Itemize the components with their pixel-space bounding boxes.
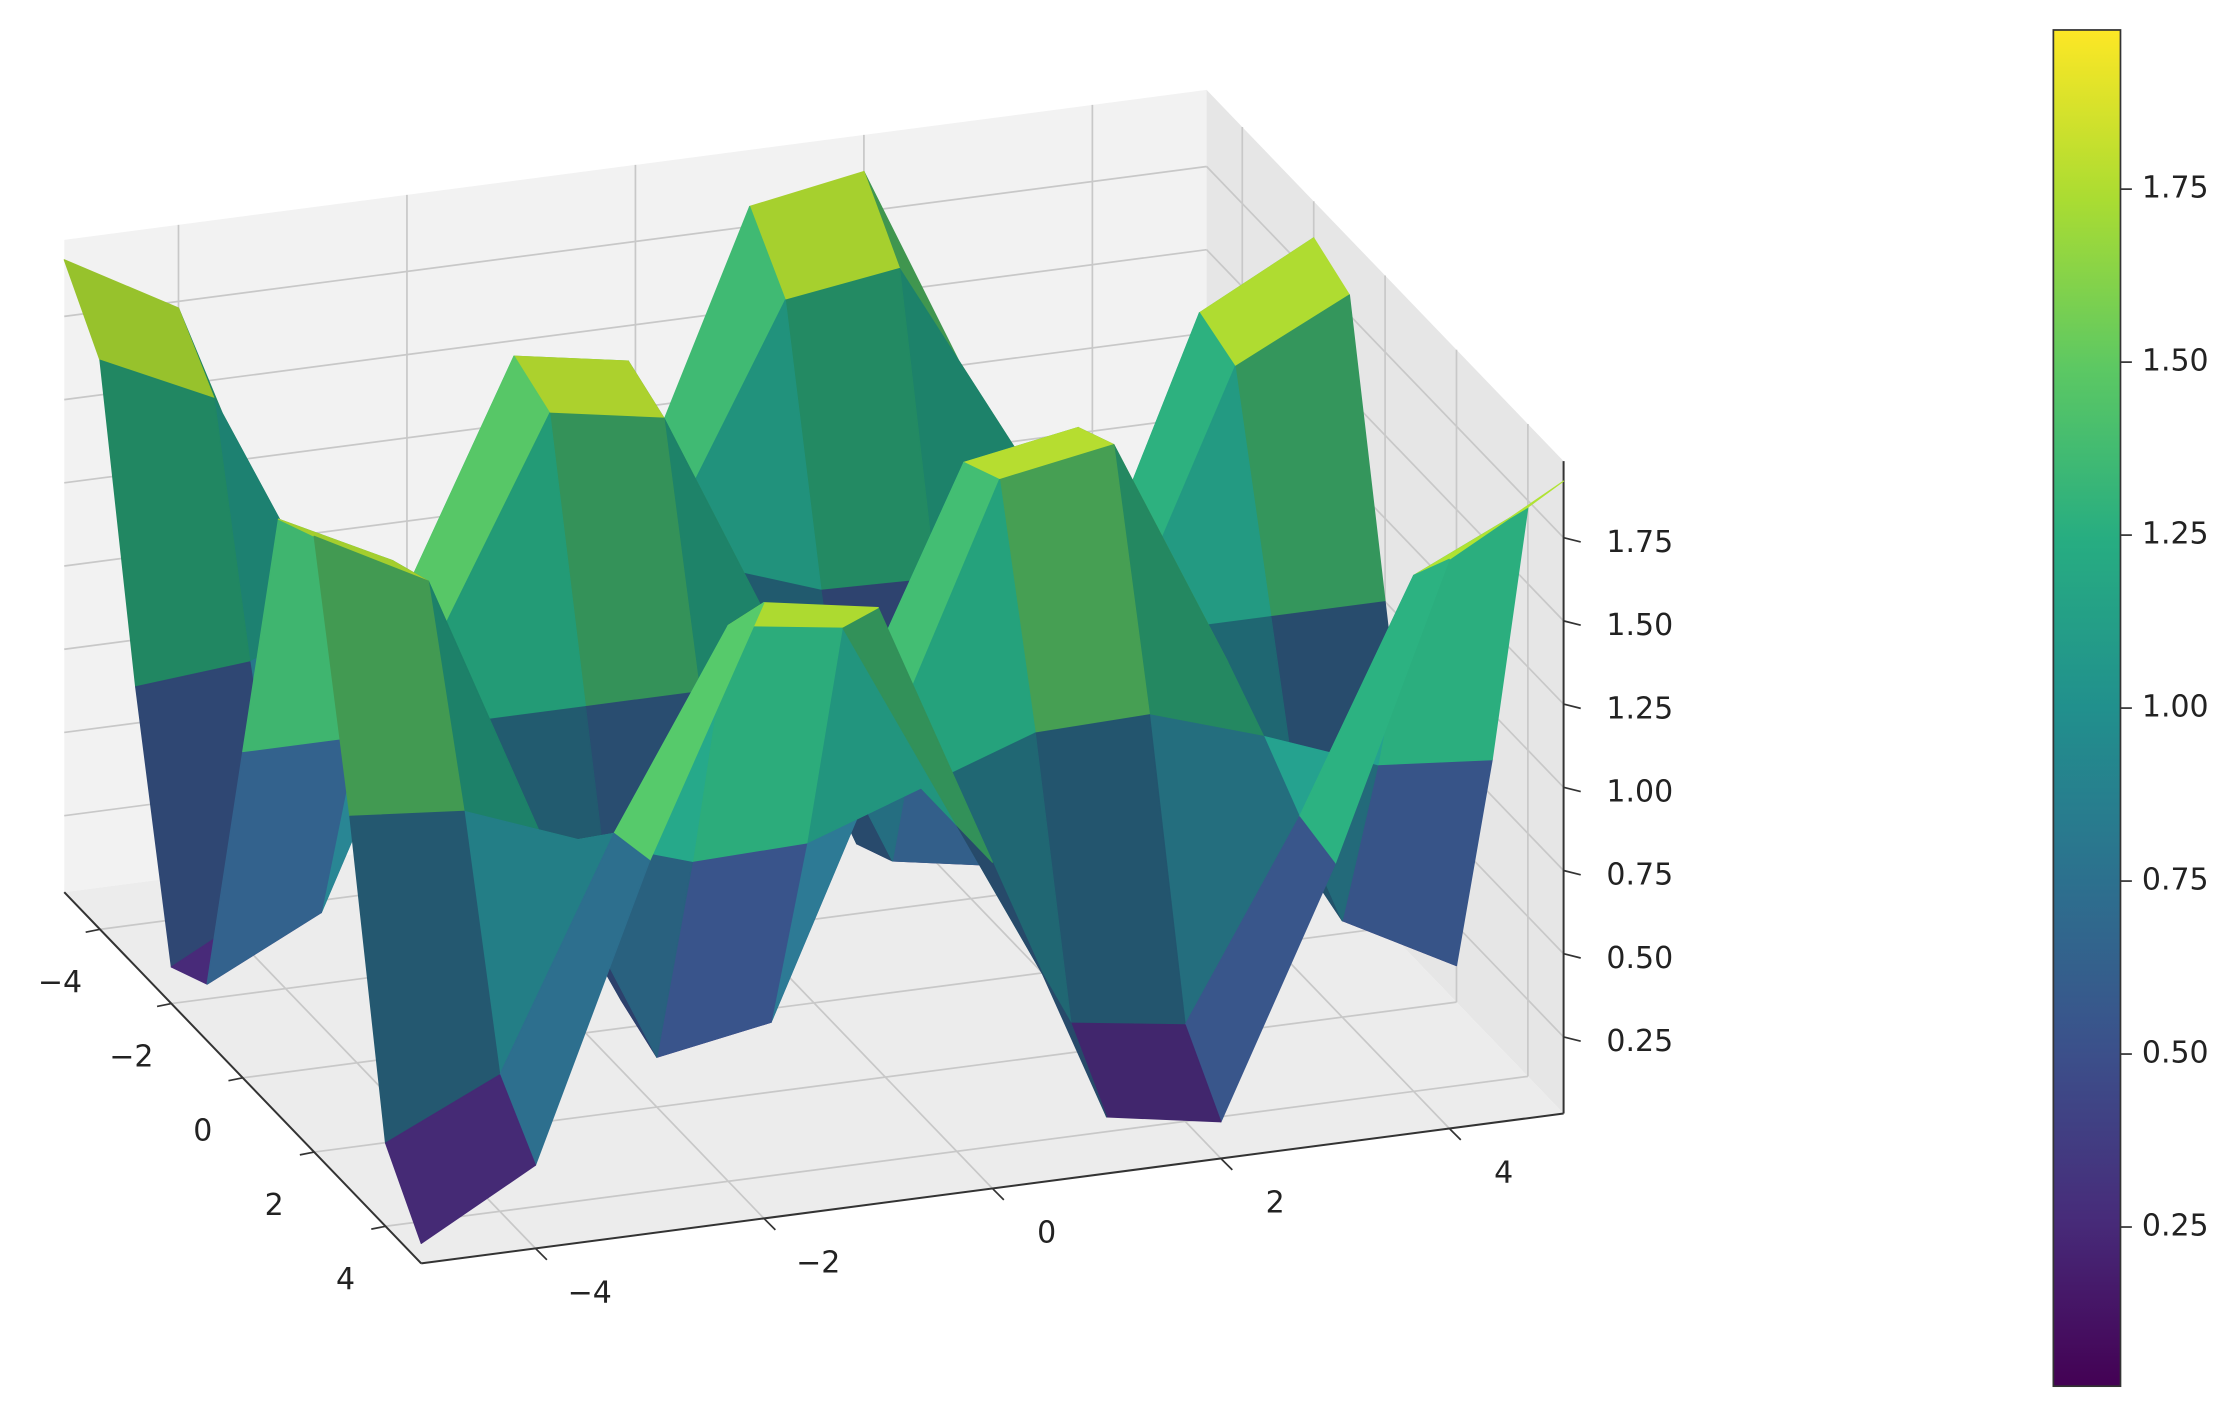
x-tick: [763, 1217, 776, 1231]
y-tick-label: 4: [336, 1262, 355, 1297]
z-tick-label: 1.00: [1606, 775, 1673, 810]
colorbar-tick-label: 1.75: [2142, 171, 2209, 206]
y-tick-label: 0: [193, 1114, 212, 1149]
colorbar: [2052, 29, 2122, 1388]
z-tick-label: 0.25: [1606, 1024, 1673, 1059]
x-tick: [1220, 1157, 1233, 1171]
z-tick: [1563, 620, 1581, 626]
z-tick: [1563, 703, 1581, 710]
y-tick: [299, 1151, 315, 1156]
grid-line: [64, 248, 1207, 401]
y-tick: [371, 1225, 386, 1230]
y-tick-label: −2: [109, 1039, 153, 1074]
x-tick-label: −4: [568, 1276, 612, 1311]
y-tick: [85, 928, 101, 934]
x-tick-label: 0: [1037, 1216, 1056, 1251]
colorbar-tick-label: 0.75: [2142, 863, 2209, 898]
z-tick-label: 1.25: [1606, 691, 1673, 726]
y-tick: [228, 1076, 243, 1082]
z-tick-label: 1.75: [1606, 525, 1673, 560]
z-tick: [1563, 952, 1581, 959]
x-tick: [1448, 1127, 1462, 1141]
z-tick-label: 0.50: [1606, 941, 1673, 976]
y-tick: [156, 1002, 172, 1008]
colorbar-tick-label: 0.50: [2142, 1036, 2209, 1071]
x-tick-label: 2: [1266, 1186, 1285, 1221]
z-tick: [1563, 536, 1581, 543]
colorbar-tick-label: 0.25: [2142, 1209, 2209, 1244]
y-axis-line: [63, 891, 422, 1265]
colorbar-tick-label: 1.00: [2142, 690, 2209, 725]
z-tick: [1563, 1036, 1581, 1043]
grid-line: [385, 1075, 1529, 1228]
y-tick-label: −4: [38, 965, 82, 1000]
x-tick: [991, 1187, 1005, 1201]
x-tick-label: 4: [1494, 1156, 1513, 1191]
z-tick: [1563, 869, 1581, 876]
z-tick-label: 1.50: [1606, 608, 1673, 643]
y-tick-label: 2: [265, 1188, 284, 1223]
surface-cell: [384, 1074, 537, 1244]
x-tick-label: −2: [796, 1246, 840, 1281]
colorbar-tick-label: 1.25: [2142, 517, 2209, 552]
grid-line: [64, 165, 1207, 318]
x-tick: [534, 1247, 548, 1261]
z-tick-label: 0.75: [1606, 858, 1673, 893]
z-tick: [1563, 786, 1581, 793]
grid-line: [1205, 165, 1565, 539]
x-axis-line: [421, 1112, 1564, 1265]
colorbar-tick-label: 1.50: [2142, 344, 2209, 379]
